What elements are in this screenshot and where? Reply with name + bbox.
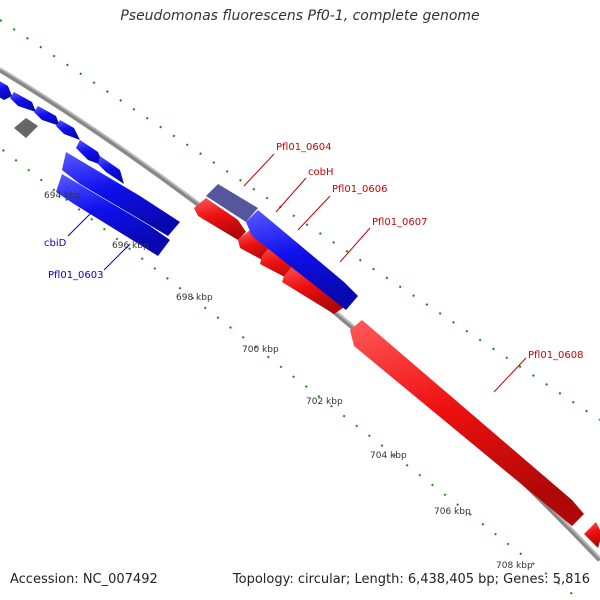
tick-label: 694 kbp (44, 191, 81, 201)
leader-line (243, 153, 275, 187)
gene-labels: cbiD Pfl01_0603 Pfl01_0604 cobH Pfl01_06… (44, 142, 584, 393)
accession-text: Accession: NC_007492 (10, 572, 158, 587)
tick-label: 696 kbp (112, 241, 149, 251)
leader-line (339, 227, 371, 263)
gene-next-red[interactable] (584, 522, 600, 548)
gene-label-pfl01-0604[interactable]: Pfl01_0604 (276, 142, 332, 153)
gc-dot-tracks (0, 19, 600, 600)
leader-line (103, 243, 131, 271)
gene-other-gray[interactable] (14, 118, 38, 138)
gene-label-pfl01-0606[interactable]: Pfl01_0606 (332, 184, 388, 195)
gene-arrow-small[interactable] (10, 92, 36, 112)
gene-pfl01-0604[interactable] (194, 198, 246, 240)
tick-label: 698 kbp (176, 293, 213, 303)
tick-label: 704 kbp (370, 451, 407, 461)
tick-label: 706 kbp (434, 507, 471, 517)
gene-label-cbid[interactable]: cbiD (44, 238, 67, 249)
leader-line (297, 195, 331, 231)
gene-label-pfl01-0607[interactable]: Pfl01_0607 (372, 217, 428, 228)
gene-pfl01-0608[interactable] (350, 320, 584, 526)
tick-label: 708 kbp (496, 561, 533, 571)
leader-line (67, 209, 95, 237)
gene-arrow-small[interactable] (76, 140, 104, 166)
tick-label: 700 kbp (242, 345, 279, 355)
gene-small-blue-set[interactable] (0, 80, 124, 184)
gene-overlap-purple[interactable] (206, 184, 258, 222)
gene-arrow-small[interactable] (98, 156, 124, 184)
gene-label-pfl01-0603[interactable]: Pfl01_0603 (48, 270, 104, 281)
gene-arrow-small[interactable] (56, 120, 80, 140)
gene-arrow-small[interactable] (0, 80, 12, 100)
leader-line (493, 357, 527, 393)
gene-label-pfl01-0608[interactable]: Pfl01_0608 (528, 350, 584, 361)
gene-pfl01-0607b[interactable] (282, 264, 346, 314)
genome-stats-text: Topology: circular; Length: 6,438,405 bp… (232, 572, 590, 587)
gene-label-cobh[interactable]: cobH (308, 167, 333, 178)
gene-cobh[interactable] (246, 210, 358, 310)
map-title: Pseudomonas fluorescens Pf0-1, complete … (120, 8, 480, 24)
gene-arrow-small[interactable] (34, 106, 60, 126)
leader-line (275, 177, 307, 213)
tick-label: 702 kbp (306, 397, 343, 407)
gene-pfl01-0603[interactable] (56, 174, 170, 256)
gc-dot-track-outer (0, 19, 600, 421)
gene-cbid[interactable] (62, 152, 180, 236)
